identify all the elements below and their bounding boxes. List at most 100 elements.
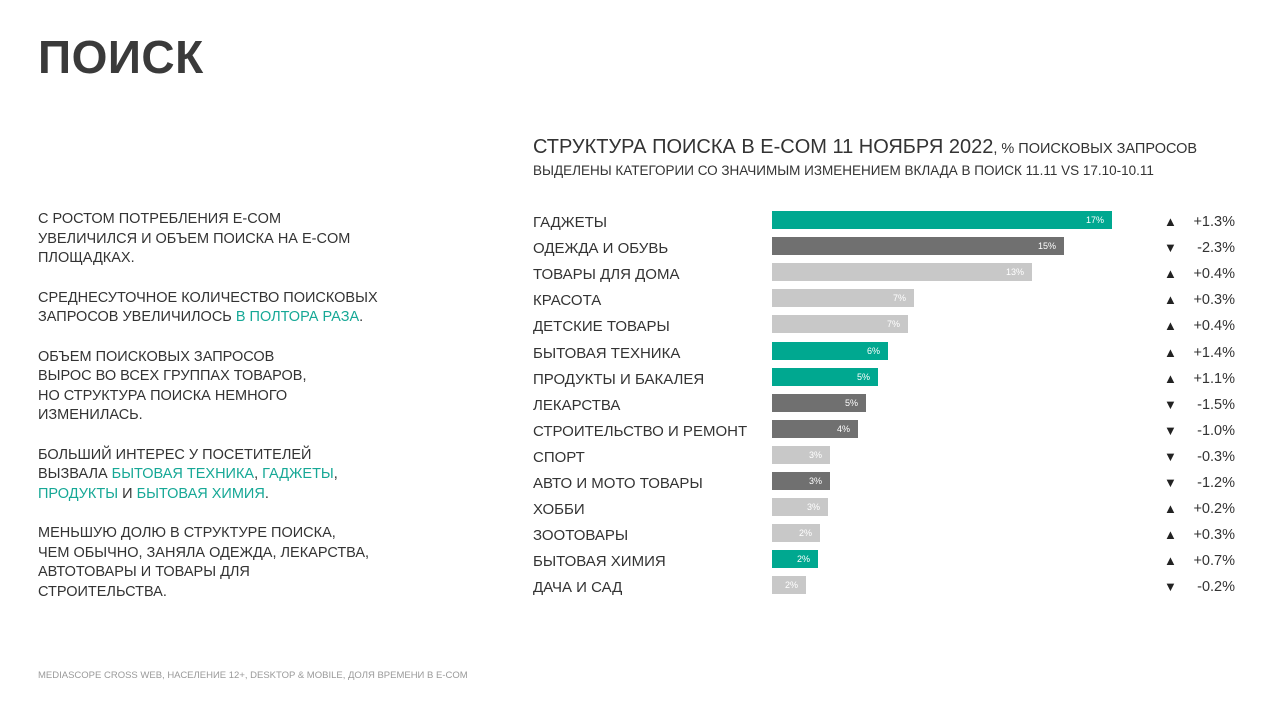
- bar-value-label: 3%: [808, 476, 822, 486]
- category-label: БЫТОВАЯ ХИМИЯ: [533, 553, 666, 571]
- text-line: ВЫЗВАЛА БЫТОВАЯ ТЕХНИКА, ГАДЖЕТЫ,: [38, 465, 438, 485]
- text-fragment: ВЫЗВАЛА: [38, 466, 112, 482]
- highlight-text: ГАДЖЕТЫ: [262, 466, 334, 482]
- bar-value-label: 15%: [1037, 241, 1056, 252]
- chart-title: СТРУКТУРА ПОИСКА В E-COM 11 НОЯБРЯ 2022,…: [533, 136, 1197, 159]
- paragraph-interest: БОЛЬШИЙ ИНТЕРЕС У ПОСЕТИТЕЛЕЙ ВЫЗВАЛА БЫ…: [38, 446, 438, 505]
- arrow-up-icon: ▲: [1164, 370, 1177, 386]
- text-line: С РОСТОМ ПОТРЕБЛЕНИЯ E-COM: [38, 211, 282, 227]
- bar-value-label: 5%: [856, 371, 870, 382]
- chart-row: БЫТОВАЯ ТЕХНИКА 6% ▲ +1.4%: [533, 341, 1253, 368]
- bar: [772, 341, 888, 360]
- bar: [772, 550, 818, 569]
- bar-value-label: 13%: [1005, 267, 1024, 278]
- text-line: МЕНЬШУЮ ДОЛЮ В СТРУКТУРЕ ПОИСКА,: [38, 525, 336, 541]
- bar-value-label: 2%: [784, 580, 798, 591]
- change-value: +0.7%: [1193, 553, 1235, 570]
- chart-row: ОДЕЖДА И ОБУВЬ 15% ▼ -2.3%: [533, 237, 1253, 263]
- page-title: ПОИСК: [38, 31, 204, 83]
- text-fragment: И: [118, 485, 137, 502]
- bar-value-label: 4%: [836, 423, 850, 434]
- chart-row: АВТО И МОТО ТОВАРЫ 3% ▼ -1.2%: [533, 472, 1253, 498]
- chart-row: ГАДЖЕТЫ 17% ▲ +1.3%: [533, 211, 1253, 237]
- change-value: +0.4%: [1193, 266, 1235, 283]
- chart-row: СПОРТ 3% ▼ -0.3%: [533, 445, 1253, 472]
- text-line: ЗАПРОСОВ УВЕЛИЧИЛОСЬ В ПОЛТОРА РАЗА.: [38, 308, 438, 328]
- arrow-up-icon: ▲: [1164, 553, 1177, 569]
- text-line: ЧЕМ ОБЫЧНО, ЗАНЯЛА ОДЕЖДА, ЛЕКАРСТВА,: [38, 544, 370, 561]
- change-value: -0.2%: [1197, 579, 1235, 596]
- arrow-down-icon: ▼: [1164, 396, 1177, 412]
- bar: [772, 445, 830, 464]
- change-value: +0.3%: [1193, 292, 1235, 309]
- text-fragment: ,: [254, 466, 263, 482]
- highlight-text: БЫТОВАЯ ТЕХНИКА: [111, 466, 255, 482]
- text-line: АВТОТОВАРЫ И ТОВАРЫ ДЛЯ: [38, 564, 250, 580]
- chart-row: БЫТОВАЯ ХИМИЯ 2% ▲ +0.7%: [533, 550, 1253, 576]
- arrow-down-icon: ▼: [1164, 579, 1177, 595]
- bar: [772, 263, 1032, 282]
- chart-row: ЗООТОВАРЫ 2% ▲ +0.3%: [533, 524, 1253, 550]
- text-line: ПРОДУКТЫ И БЫТОВАЯ ХИМИЯ.: [38, 485, 438, 505]
- chart-row: ПРОДУКТЫ И БАКАЛЕЯ 5% ▲ +1.1%: [533, 367, 1253, 394]
- arrow-up-icon: ▲: [1164, 214, 1177, 229]
- chart-title-unit: , % ПОИСКОВЫХ ЗАПРОСОВ: [993, 141, 1198, 157]
- paragraph-structure-change: ОБЪЕМ ПОИСКОВЫХ ЗАПРОСОВ ВЫРОС ВО ВСЕХ Г…: [38, 348, 438, 426]
- chart-row: ЛЕКАРСТВА 5% ▼ -1.5%: [533, 393, 1253, 420]
- paragraph-search-volume: СРЕДНЕСУТОЧНОЕ КОЛИЧЕСТВО ПОИСКОВЫХ ЗАПР…: [38, 289, 438, 328]
- arrow-up-icon: ▲: [1164, 266, 1177, 282]
- change-value: +0.2%: [1193, 501, 1235, 518]
- change-value: -1.2%: [1197, 475, 1235, 491]
- text-line: УВЕЛИЧИЛСЯ И ОБЪЕМ ПОИСКА НА E-COM: [38, 230, 351, 247]
- category-label: ДАЧА И САД: [533, 579, 623, 597]
- category-label: ХОББИ: [533, 501, 585, 519]
- text-fragment: ЗАПРОСОВ УВЕЛИЧИЛОСЬ: [38, 309, 236, 325]
- arrow-up-icon: ▲: [1164, 344, 1177, 360]
- category-label: ЗООТОВАРЫ: [533, 527, 629, 545]
- text-fragment: .: [264, 485, 269, 502]
- text-line: СРЕДНЕСУТОЧНОЕ КОЛИЧЕСТВО ПОИСКОВЫХ: [38, 289, 378, 306]
- paragraph-ecom-growth: С РОСТОМ ПОТРЕБЛЕНИЯ E-COM УВЕЛИЧИЛСЯ И …: [38, 210, 438, 269]
- bar: [772, 237, 1064, 256]
- chart-row: КРАСОТА 7% ▲ +0.3%: [533, 289, 1253, 315]
- source-footnote: MEDIASCOPE CROSS WEB, НАСЕЛЕНИЕ 12+, DES…: [38, 670, 468, 681]
- bar-value-label: 5%: [844, 397, 858, 408]
- bar-value-label: 2%: [798, 528, 812, 539]
- text-fragment: .: [359, 309, 364, 325]
- change-value: +1.4%: [1193, 344, 1235, 361]
- arrow-up-icon: ▲: [1164, 318, 1177, 334]
- chart-row: ДАЧА И САД 2% ▼ -0.2%: [533, 576, 1253, 602]
- change-value: +0.3%: [1193, 527, 1235, 544]
- change-value: -1.5%: [1197, 396, 1235, 413]
- change-value: +0.4%: [1193, 318, 1235, 335]
- arrow-up-icon: ▲: [1164, 501, 1177, 517]
- chart-row: ХОББИ 3% ▲ +0.2%: [533, 498, 1253, 524]
- bar: [772, 498, 828, 517]
- change-value: -2.3%: [1197, 240, 1235, 257]
- chart-title-main: СТРУКТУРА ПОИСКА В E-COM 11 НОЯБРЯ 2022: [533, 136, 994, 158]
- arrow-down-icon: ▼: [1164, 422, 1177, 438]
- bar: [772, 472, 830, 490]
- category-label: СПОРТ: [533, 448, 585, 466]
- change-value: -0.3%: [1197, 448, 1235, 465]
- bar: [772, 393, 866, 412]
- highlight-text: В ПОЛТОРА РАЗА: [235, 309, 360, 325]
- bar-value-label: 17%: [1085, 215, 1104, 225]
- bar: [772, 211, 1112, 229]
- bar-value-label: 7%: [886, 319, 900, 330]
- bar-value-label: 3%: [808, 449, 822, 460]
- text-line: СТРОИТЕЛЬСТВА.: [38, 583, 167, 600]
- bar: [772, 289, 914, 308]
- bar-value-label: 6%: [866, 345, 880, 356]
- bar: [772, 419, 858, 438]
- category-label: БЫТОВАЯ ТЕХНИКА: [533, 344, 681, 362]
- chart-row: ДЕТСКИЕ ТОВАРЫ 7% ▲ +0.4%: [533, 315, 1253, 341]
- text-line: ПЛОЩАДКАХ.: [38, 250, 135, 266]
- bar-value-label: 7%: [892, 293, 906, 304]
- category-label: ГАДЖЕТЫ: [533, 214, 608, 231]
- arrow-up-icon: ▲: [1164, 292, 1177, 308]
- category-label: ПРОДУКТЫ И БАКАЛЕЯ: [533, 370, 705, 388]
- arrow-down-icon: ▼: [1164, 448, 1177, 464]
- highlight-text: БЫТОВАЯ ХИМИЯ: [136, 485, 265, 502]
- arrow-down-icon: ▼: [1164, 475, 1177, 490]
